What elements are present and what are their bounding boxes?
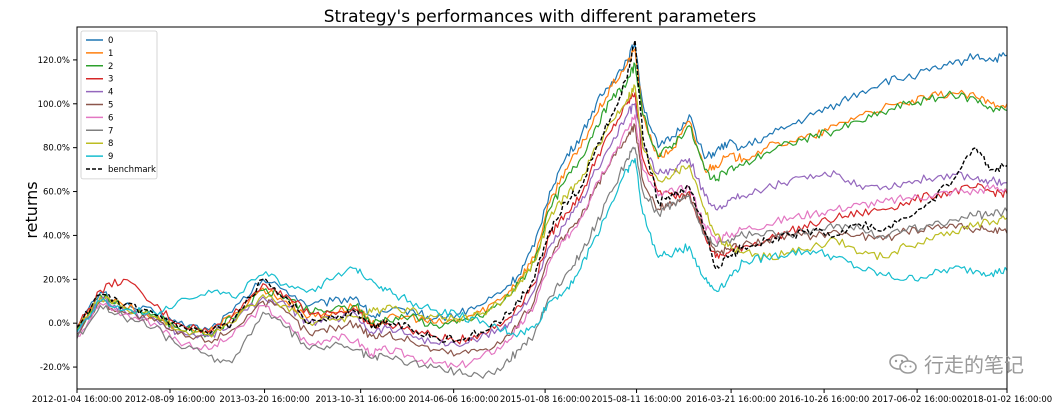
chart-title: Strategy's performances with different p…	[324, 7, 757, 27]
x-tick-label: 2014-06-06 16:00:00	[409, 395, 499, 405]
y-tick-label: 60.0%	[43, 188, 70, 198]
x-tick-label: 2018-01-02 16:00:00	[962, 395, 1052, 405]
series-line-7	[76, 146, 1008, 379]
legend-label-1: 1	[108, 49, 113, 59]
y-tick-label: 80.0%	[43, 144, 70, 154]
series-line-benchmark	[76, 39, 1008, 343]
legend: 0 1 2 3 4 5 6 7 8 9 benchmark	[80, 30, 158, 180]
x-tick-label: 2015-01-08 16:00:00	[500, 395, 590, 405]
legend-label-benchmark: benchmark	[108, 165, 156, 175]
y-axis: -20.0% 0.0% 20.0% 40.0% 60.0% 80.0% 100.0% 120.…	[38, 56, 77, 373]
x-tick-label: 2013-10-31 16:00:00	[316, 395, 406, 405]
series-line-1	[76, 48, 1008, 333]
series-line-4	[76, 103, 1008, 348]
x-tick-label: 2013-03-20 16:00:00	[219, 395, 309, 405]
legend-label-3: 3	[108, 75, 113, 85]
legend-box	[80, 30, 158, 180]
legend-label-7: 7	[108, 126, 113, 136]
y-tick-label: 120.0%	[38, 56, 70, 66]
legend-label-9: 9	[108, 152, 113, 162]
y-tick-label: 100.0%	[38, 100, 70, 110]
series-layer	[76, 39, 1008, 379]
x-axis: 2012-01-04 16:00:00 2012-08-09 16:00:00 20…	[32, 389, 1052, 405]
series-line-3	[76, 92, 1008, 345]
y-tick-label: 40.0%	[43, 231, 70, 241]
series-line-8	[76, 84, 1008, 338]
series-line-0	[76, 41, 1008, 333]
series-line-9	[76, 158, 1008, 338]
plot-frame	[76, 26, 1008, 390]
series-line-5	[76, 123, 1008, 357]
x-tick-label: 2016-10-26 16:00:00	[779, 395, 869, 405]
legend-label-2: 2	[108, 62, 113, 72]
x-tick-label: 2016-03-21 16:00:00	[686, 395, 776, 405]
y-axis-label: returns	[22, 181, 41, 238]
y-tick-label: 20.0%	[43, 275, 70, 285]
x-tick-label: 2017-06-02 16:00:00	[872, 395, 962, 405]
wechat-icon	[889, 353, 917, 374]
watermark: 行走的笔记	[888, 349, 1024, 378]
series-line-2	[76, 62, 1008, 338]
y-tick-label: -20.0%	[40, 363, 70, 373]
y-tick-label: 0.0%	[48, 319, 70, 329]
legend-label-4: 4	[108, 88, 113, 98]
x-tick-label: 2012-01-04 16:00:00	[32, 395, 122, 405]
x-tick-label: 2012-08-09 16:00:00	[125, 395, 215, 405]
legend-label-8: 8	[108, 139, 113, 149]
watermark-text: 行走的笔记	[924, 353, 1024, 377]
series-line-6	[76, 114, 1008, 369]
legend-label-0: 0	[108, 36, 113, 46]
x-tick-label: 2015-08-11 16:00:00	[591, 395, 681, 405]
legend-label-6: 6	[108, 113, 113, 123]
legend-label-5: 5	[108, 101, 113, 111]
